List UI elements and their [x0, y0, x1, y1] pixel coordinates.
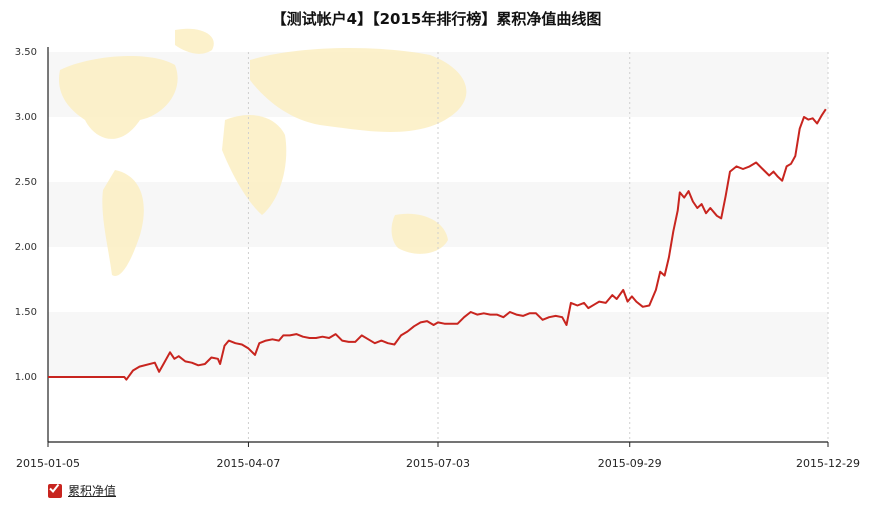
- map-background-shape: [102, 170, 144, 276]
- series-line-net-value: [48, 108, 827, 381]
- x-tick-label: 2015-09-29: [598, 457, 662, 470]
- y-tick-label: 2.50: [15, 177, 37, 188]
- map-background-shape: [175, 28, 214, 54]
- x-tick-label: 2015-07-03: [406, 457, 470, 470]
- map-background-shape: [222, 115, 287, 215]
- map-background-shape: [59, 55, 178, 139]
- legend-series-label[interactable]: 累积净值: [68, 484, 117, 498]
- map-background-shape: [391, 213, 448, 254]
- map-background-shape: [250, 48, 467, 132]
- chart-title: 【测试帐户4】【2015年排行榜】累积净值曲线图: [271, 10, 602, 28]
- y-tick-label: 3.00: [15, 112, 37, 123]
- check-icon: [49, 483, 60, 494]
- x-tick-label: 2015-01-05: [16, 457, 80, 470]
- x-tick-label: 2015-04-07: [216, 457, 280, 470]
- legend[interactable]: 累积净值: [48, 482, 116, 499]
- checkbox-checked-icon[interactable]: [48, 483, 62, 498]
- y-tick-label: 1.50: [15, 307, 37, 318]
- y-tick-label: 1.00: [15, 372, 37, 383]
- y-tick-label: 2.00: [15, 242, 37, 253]
- x-tick-label: 2015-12-29: [796, 457, 860, 470]
- y-tick-label: 3.50: [15, 47, 37, 58]
